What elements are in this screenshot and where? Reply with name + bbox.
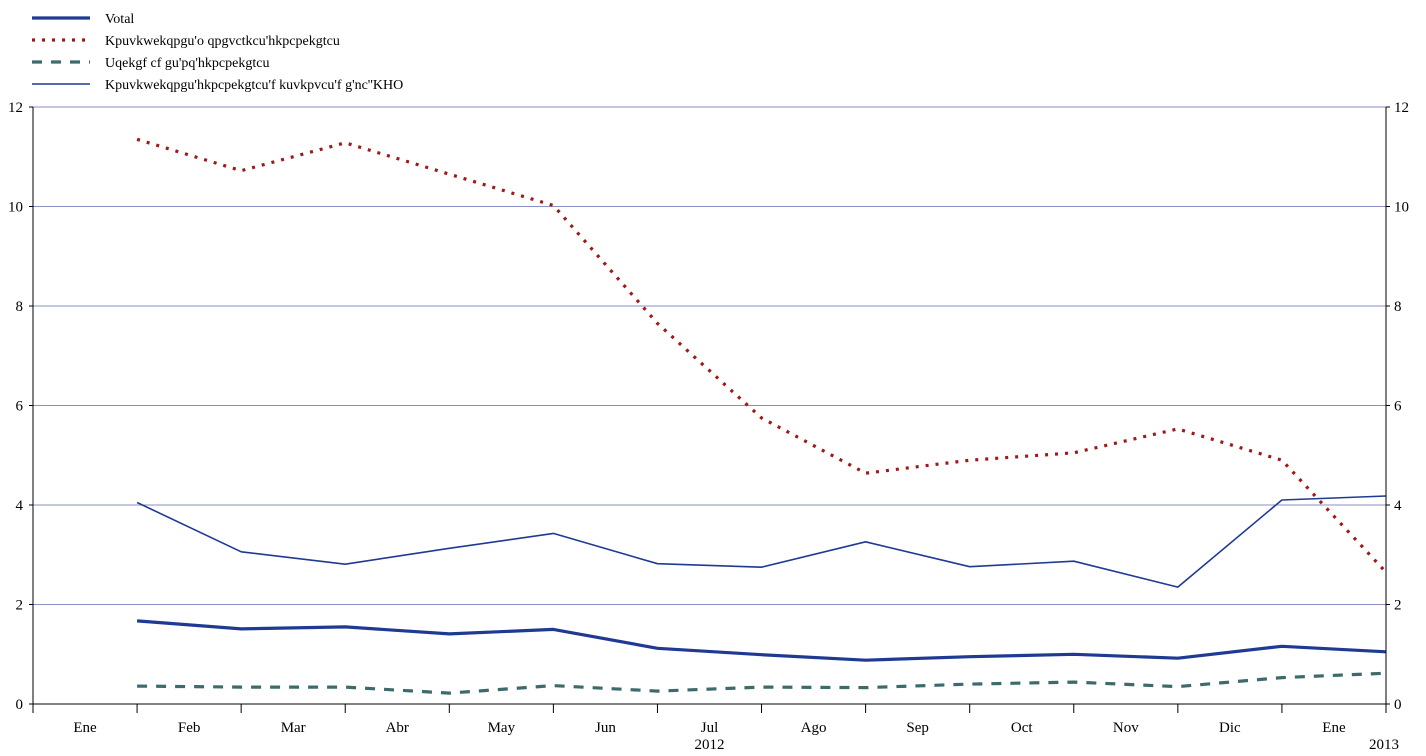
x-category-label: May: [488, 720, 516, 736]
x-category-label: Feb: [178, 720, 201, 736]
x-category-label: Mar: [281, 720, 306, 736]
y-tick-label-right: 10: [1394, 200, 1409, 216]
y-tick-label-right: 6: [1394, 399, 1402, 415]
y-tick-label-right: 8: [1394, 299, 1402, 315]
x-category-label: Ene: [73, 720, 97, 736]
x-year-label: 2013: [1369, 737, 1399, 751]
y-tick-label-left: 6: [16, 399, 24, 415]
y-tick-label-left: 4: [16, 498, 24, 514]
y-tick-label-right: 0: [1394, 697, 1402, 713]
legend-label: Uqekgf cf gu'pq'hkpcpekgtcu: [105, 56, 269, 71]
y-tick-label-left: 10: [8, 200, 23, 216]
y-tick-label-left: 2: [16, 598, 24, 614]
y-tick-label-left: 0: [16, 697, 24, 713]
series-line: [137, 673, 1386, 693]
legend-label: Kpuvkwekqpgu'hkpcpekgtcu'f kuvkpvcu'f g'…: [105, 78, 403, 93]
series-line: [137, 139, 1386, 572]
x-category-label: Sep: [906, 720, 929, 736]
series-layer: [137, 139, 1386, 693]
x-category-label: Ene: [1322, 720, 1346, 736]
legend-label: Votal: [105, 12, 134, 27]
x-category-label: Nov: [1113, 720, 1139, 736]
axis-layer: 0 0 2 2 4 4 6 6 8 8 10 10 12 12 Ene Feb Mar Abr May Jun Jul A…: [8, 100, 1409, 751]
y-tick-label-left: 8: [16, 299, 24, 315]
y-tick-label-right: 4: [1394, 498, 1402, 514]
x-category-label: Dic: [1219, 720, 1241, 736]
y-tick-label-right: 12: [1394, 100, 1409, 116]
x-year-label: 2012: [695, 737, 725, 751]
grid-layer: [33, 107, 1386, 605]
x-category-label: Abr: [386, 720, 409, 736]
y-tick-label-right: 2: [1394, 598, 1402, 614]
legend: Votal Kpuvkwekqpgu'o qpgvctkcu'hkpcpekgtc…: [32, 12, 403, 93]
series-line: [137, 621, 1386, 660]
x-category-label: Ago: [801, 720, 827, 736]
x-category-label: Jul: [701, 720, 719, 736]
x-category-label: Oct: [1011, 720, 1033, 736]
y-tick-label-left: 12: [8, 100, 23, 116]
x-category-label: Jun: [595, 720, 616, 736]
series-line: [137, 496, 1386, 587]
legend-label: Kpuvkwekqpgu'o qpgvctkcu'hkpcpekgtcu: [105, 34, 340, 49]
